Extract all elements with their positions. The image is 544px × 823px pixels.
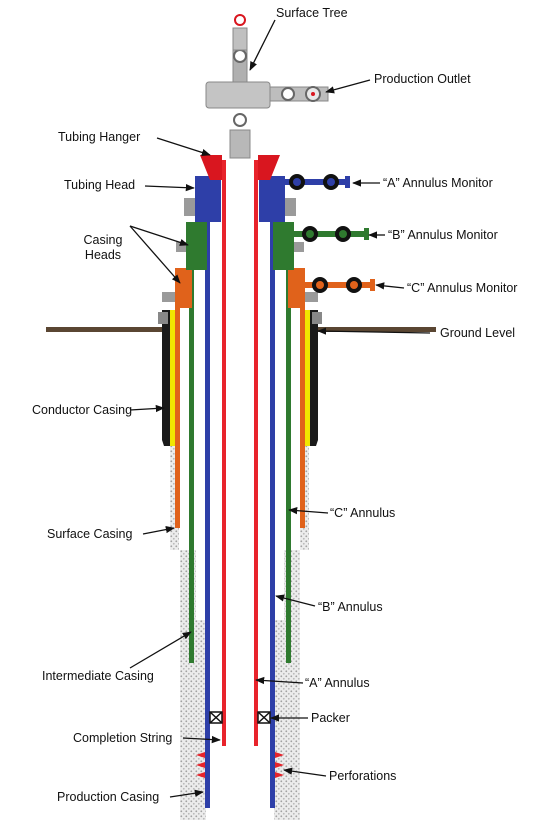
label-surface-tree: Surface Tree [276, 6, 348, 20]
label-surface-casing: Surface Casing [47, 527, 133, 541]
label-c-annulus-monitor: “C” Annulus Monitor [407, 281, 518, 295]
label-tubing-hanger: Tubing Hanger [58, 130, 141, 144]
label-casing-heads-line2: Heads [84, 248, 122, 262]
c-annulus-monitor-valves [305, 277, 375, 293]
label-b-annulus-monitor: “B” Annulus Monitor [388, 228, 498, 242]
leader-arrows [129, 19, 431, 798]
conductor-casing [158, 310, 322, 446]
a-annulus-monitor-valves [285, 174, 350, 190]
production-outlet [269, 86, 329, 102]
label-a-annulus: “A” Annulus [305, 676, 370, 690]
intermediate-casing [189, 230, 291, 663]
label-packer: Packer [311, 711, 350, 725]
completion-string [222, 160, 258, 746]
label-intermediate-casing: Intermediate Casing [42, 669, 154, 683]
casing-head-c [162, 268, 318, 308]
label-conductor-casing: Conductor Casing [32, 403, 133, 417]
b-annulus-monitor-valves [294, 226, 369, 242]
label-a-annulus-monitor: “A” Annulus Monitor [383, 176, 493, 190]
label-tubing-head: Tubing Head [64, 178, 136, 192]
tubing-hanger [200, 155, 280, 180]
tubing-head [184, 176, 296, 222]
surface-casing [175, 270, 305, 528]
label-casing-heads: Casing Heads [76, 233, 130, 263]
label-c-annulus: “C” Annulus [330, 506, 396, 520]
label-casing-heads-line1: Casing [83, 233, 123, 247]
packer [209, 711, 271, 724]
label-production-casing: Production Casing [57, 790, 160, 804]
surface-tree [205, 14, 271, 159]
label-b-annulus: “B” Annulus [318, 600, 383, 614]
label-completion-string: Completion String [73, 731, 173, 745]
ground-surface-right [316, 327, 436, 332]
casing-head-b [176, 222, 304, 270]
label-ground-level: Ground Level [440, 326, 516, 340]
production-casing [205, 180, 275, 808]
label-production-outlet: Production Outlet [374, 72, 471, 86]
ground-surface [46, 327, 166, 332]
perforations [196, 752, 284, 778]
label-perforations: Perforations [329, 769, 397, 783]
